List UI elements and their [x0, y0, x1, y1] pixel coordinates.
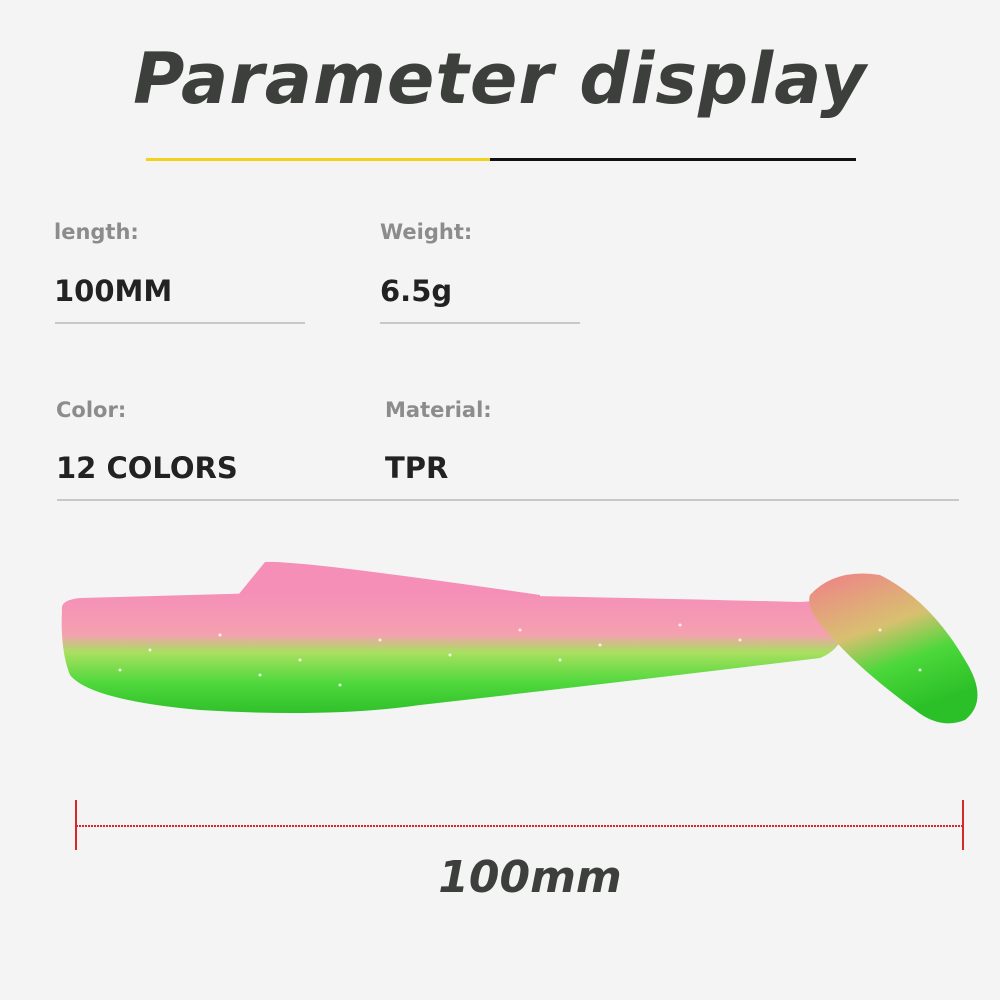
measurement-label: 100mm	[438, 852, 622, 903]
title-underline-black	[490, 158, 856, 161]
material-value: TPR	[385, 451, 449, 485]
divider	[380, 322, 580, 324]
material-label: Material:	[385, 398, 492, 422]
color-value: 12 COLORS	[56, 451, 238, 485]
length-label: length:	[54, 220, 139, 244]
measurement-ruler	[75, 800, 964, 850]
soft-lure-image	[61, 561, 978, 724]
title-underline-yellow	[146, 158, 490, 161]
color-label: Color:	[56, 398, 127, 422]
lure-body	[61, 592, 845, 714]
length-value: 100MM	[54, 274, 173, 308]
page-title: Parameter display	[133, 38, 867, 120]
divider	[57, 499, 959, 501]
lure-paddle-tail	[809, 573, 978, 724]
weight-value: 6.5g	[380, 274, 453, 308]
weight-label: Weight:	[380, 220, 473, 244]
divider	[55, 322, 305, 324]
